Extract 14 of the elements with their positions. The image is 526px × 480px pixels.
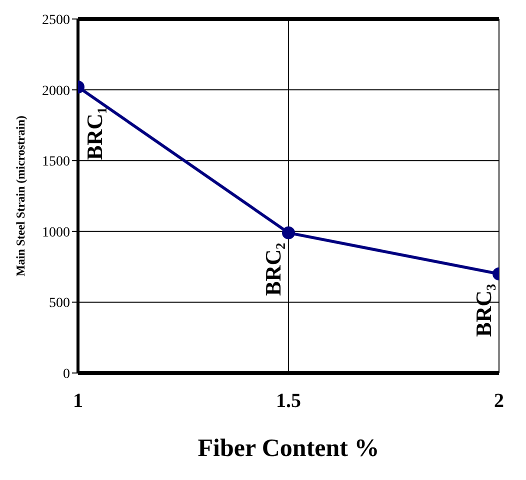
y-tick-label: 0 [63,366,70,382]
y-axis-title: Main Steel Strain (microstrain) [13,116,28,276]
y-tick-label: 2000 [42,84,70,99]
x-tick-label: 1 [73,390,83,412]
x-tick-label: 2 [494,390,504,412]
annotation: BRC₂ [260,242,286,296]
y-tick-label: 500 [49,296,70,312]
y-tick-label: 1500 [42,154,70,170]
annotation: BRC₃ [471,283,496,337]
x-axis-title: Fiber Content % [198,435,380,462]
x-tick-label: 1.5 [276,390,301,412]
annotation: BRC₁ [82,106,107,160]
y-tick-label: 2500 [42,12,70,28]
y-tick-label: 1000 [42,225,70,240]
